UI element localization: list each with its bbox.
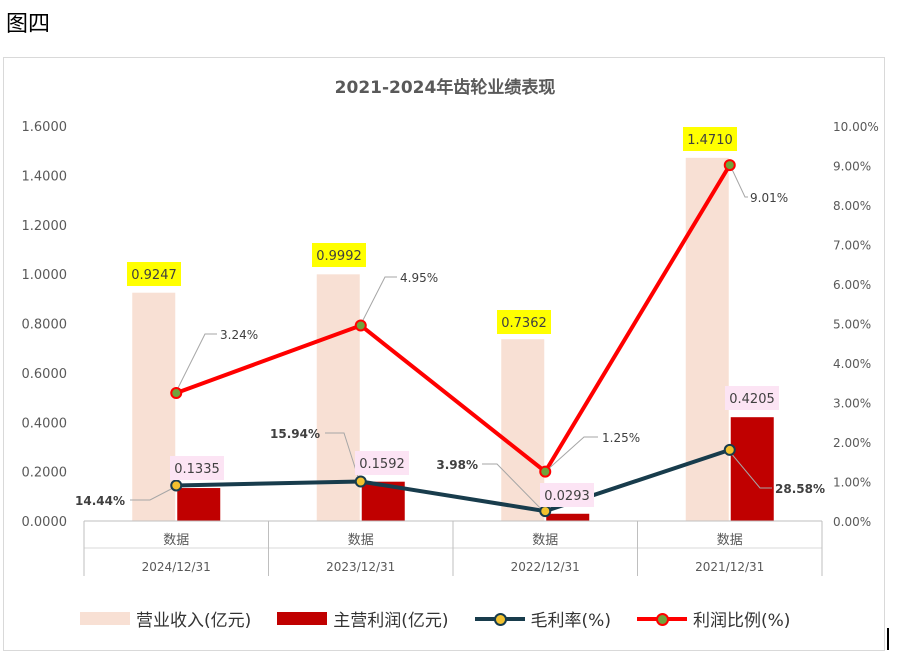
- x-tick-label: 2021/12/31: [695, 560, 764, 574]
- revenue-label-box: [683, 127, 737, 151]
- profit-ratio-leader: [174, 333, 217, 395]
- revenue-data-label: 0.7362: [501, 316, 547, 331]
- y-right-tick-label: 5.00%: [833, 318, 871, 332]
- gross-margin-data-label: 14.44%: [75, 494, 125, 508]
- profit-ratio-data-label: 3.24%: [220, 328, 258, 342]
- y-left-tick-label: 0.6000: [22, 367, 68, 382]
- legend: 营业收入(亿元) 主营利润(亿元) 毛利率(%) 利润比例(%): [80, 603, 790, 633]
- gross-margin-point: [170, 479, 183, 492]
- revenue-label-box: [127, 262, 181, 286]
- x-tick-label: 2022/12/31: [511, 560, 580, 574]
- bar-main-profit: [177, 488, 221, 521]
- profit-label-box: [725, 386, 779, 410]
- y-left-tick-label: 0.0000: [22, 515, 68, 530]
- profit-data-label: 0.1592: [359, 457, 405, 472]
- y-left-tick-label: 1.0000: [22, 268, 68, 283]
- profit-label-box: [355, 451, 409, 475]
- bar-main-profit: [730, 417, 774, 521]
- y-right-tick-label: 2.00%: [833, 436, 871, 450]
- x-group-label: 数据: [348, 533, 374, 548]
- y-right-tick-label: 9.00%: [833, 160, 871, 174]
- profit-ratio-point: [170, 387, 183, 400]
- y-left-tick-label: 1.4000: [22, 169, 68, 184]
- profit-ratio-leader: [729, 164, 748, 198]
- gross-margin-leader: [325, 432, 361, 484]
- legend-label-profit-ratio: 利润比例(%): [692, 610, 791, 631]
- gross-margin-leader: [729, 451, 772, 489]
- gross-margin-line: [176, 448, 731, 514]
- gross-margin-point: [539, 505, 552, 518]
- bar-revenue: [685, 157, 729, 522]
- revenue-data-label: 0.9992: [316, 249, 362, 264]
- gross-margin-leader: [130, 486, 176, 501]
- profit-ratio-point: [723, 159, 736, 172]
- legend-swatch-profit-ratio: [636, 612, 687, 626]
- gross-margin-point: [354, 475, 367, 488]
- y-left-tick-label: 1.6000: [22, 120, 68, 135]
- profit-data-label: 0.0293: [544, 489, 590, 504]
- gross-margin-data-label: 15.94%: [270, 427, 320, 441]
- revenue-label-box: [312, 243, 366, 267]
- profit-ratio-line: [175, 164, 732, 474]
- profit-data-label: 0.4205: [729, 392, 775, 407]
- text-cursor: [887, 628, 889, 650]
- profit-ratio-point: [539, 465, 552, 478]
- profit-ratio-leader: [544, 436, 598, 473]
- legend-swatch-revenue: [80, 611, 130, 625]
- y-left-tick-label: 1.2000: [22, 219, 68, 234]
- legend-item-gross-margin: 毛利率(%): [474, 606, 611, 631]
- bar-revenue: [501, 339, 545, 521]
- y-right-tick-label: 0.00%: [833, 515, 871, 529]
- bar-main-profit: [546, 513, 590, 521]
- y-right-tick-label: 6.00%: [833, 278, 871, 292]
- y-right-tick-label: 8.00%: [833, 199, 871, 213]
- profit-ratio-leader: [359, 276, 397, 327]
- legend-item-revenue: 营业收入(亿元): [80, 606, 251, 631]
- y-right-tick-label: 7.00%: [833, 239, 871, 253]
- legend-item-profit-ratio: 利润比例(%): [636, 606, 791, 631]
- figure-caption: 图四: [6, 12, 51, 37]
- y-left-tick-label: 0.2000: [22, 466, 68, 481]
- y-right-tick-label: 1.00%: [833, 476, 871, 490]
- profit-data-label: 0.1335: [174, 462, 220, 477]
- revenue-data-label: 1.4710: [687, 133, 733, 148]
- revenue-data-label: 0.9247: [131, 268, 177, 283]
- x-group-label: 数据: [163, 533, 189, 548]
- gross-margin-data-label: 28.58%: [775, 482, 825, 496]
- profit-ratio-data-label: 9.01%: [750, 191, 788, 205]
- x-tick-label: 2024/12/31: [142, 560, 211, 574]
- legend-label-profit: 主营利润(亿元): [333, 610, 449, 631]
- chart-title: 2021-2024年齿轮业绩表现: [335, 77, 556, 98]
- y-right-tick-label: 10.00%: [833, 120, 879, 134]
- legend-swatch-gross-margin: [474, 612, 525, 626]
- x-group-label: 数据: [532, 533, 558, 548]
- legend-item-profit: 主营利润(亿元): [277, 606, 449, 631]
- gross-margin-point: [723, 443, 736, 456]
- gross-margin-data-label: 3.98%: [436, 458, 478, 472]
- bar-revenue: [132, 292, 176, 521]
- profit-ratio-data-label: 4.95%: [400, 271, 438, 285]
- y-left-tick-label: 0.4000: [22, 416, 68, 431]
- y-left-tick-label: 0.8000: [22, 318, 68, 333]
- x-group-label: 数据: [717, 533, 743, 548]
- revenue-label-box: [497, 310, 551, 334]
- y-right-tick-label: 4.00%: [833, 357, 871, 371]
- y-right-tick-label: 3.00%: [833, 397, 871, 411]
- legend-label-gross-margin: 毛利率(%): [530, 610, 611, 631]
- profit-ratio-data-label: 1.25%: [602, 431, 640, 445]
- legend-swatch-profit: [277, 611, 328, 625]
- profit-label-box: [540, 483, 594, 507]
- profit-label-box: [170, 456, 224, 480]
- profit-ratio-point: [354, 319, 367, 332]
- chart-frame: [3, 57, 885, 651]
- gross-margin-leader: [482, 463, 546, 514]
- x-tick-label: 2023/12/31: [326, 560, 395, 574]
- legend-label-revenue: 营业收入(亿元): [136, 610, 252, 631]
